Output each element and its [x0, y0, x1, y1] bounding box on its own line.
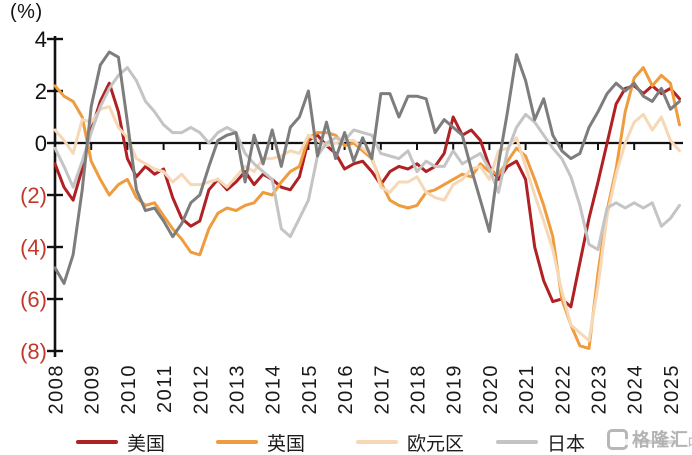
series-line-uk — [53, 66, 681, 350]
x-tick-label-2011: 2011 — [154, 364, 176, 413]
x-tick-label-2020: 2020 — [480, 364, 502, 415]
y-tick-label-4: 4 — [35, 27, 47, 52]
legend-item-us: 美国 — [76, 429, 165, 455]
x-tick-label-2022: 2022 — [552, 364, 574, 415]
legend-item-eurozone: 欧元区 — [356, 429, 464, 455]
legend-swatch-uk — [216, 439, 258, 445]
x-tick-label-2024: 2024 — [625, 364, 647, 415]
x-tick-label-2019: 2019 — [444, 364, 466, 415]
x-tick-label-2013: 2013 — [227, 364, 249, 415]
x-tick-label-2010: 2010 — [118, 364, 140, 415]
watermark: 格隆汇 — [602, 424, 692, 454]
x-tick-label-2008: 2008 — [46, 364, 68, 415]
legend-item-japan: 日本 — [496, 429, 585, 455]
y-tick-label-(6): (6) — [20, 287, 47, 312]
y-tick-label-2: 2 — [35, 79, 47, 104]
legend-label-uk: 英国 — [267, 433, 306, 455]
x-tick-label-2017: 2017 — [371, 364, 393, 415]
y-axis-unit-label: (%) — [10, 1, 43, 23]
series-line-japan — [53, 66, 681, 252]
y-tick-label-(2): (2) — [20, 183, 47, 208]
watermark-text: 格隆汇 — [632, 430, 689, 450]
x-tick-label-2021: 2021 — [516, 364, 538, 415]
y-tick-label-(4): (4) — [20, 235, 47, 260]
legend-label-japan: 日本 — [547, 433, 586, 455]
x-tick-label-2014: 2014 — [263, 364, 285, 415]
x-tick-label-2025: 2025 — [661, 364, 683, 415]
series-line-eurozone — [53, 105, 681, 343]
x-tick-label-2018: 2018 — [408, 364, 430, 415]
series-line-us — [53, 81, 681, 309]
legend-swatch-japan — [496, 439, 538, 445]
x-tick-label-2023: 2023 — [589, 364, 611, 415]
legend-item-uk: 英国 — [216, 429, 305, 455]
x-tick-label-2012: 2012 — [190, 364, 212, 415]
x-tick-label-2016: 2016 — [335, 364, 357, 415]
gelonghui-logo-icon — [607, 428, 629, 450]
y-tick-label-(8): (8) — [20, 339, 47, 364]
legend-label-eurozone: 欧元区 — [407, 433, 465, 455]
y-tick-label-0: 0 — [35, 131, 47, 156]
series-line-china — [53, 50, 681, 285]
x-tick-label-2009: 2009 — [82, 364, 104, 415]
legend: 美国英国欧元区日本中国 — [0, 429, 692, 455]
x-tick-label-2015: 2015 — [299, 364, 321, 415]
legend-swatch-us — [76, 439, 118, 445]
legend-label-us: 美国 — [127, 433, 166, 455]
legend-swatch-eurozone — [356, 439, 398, 445]
